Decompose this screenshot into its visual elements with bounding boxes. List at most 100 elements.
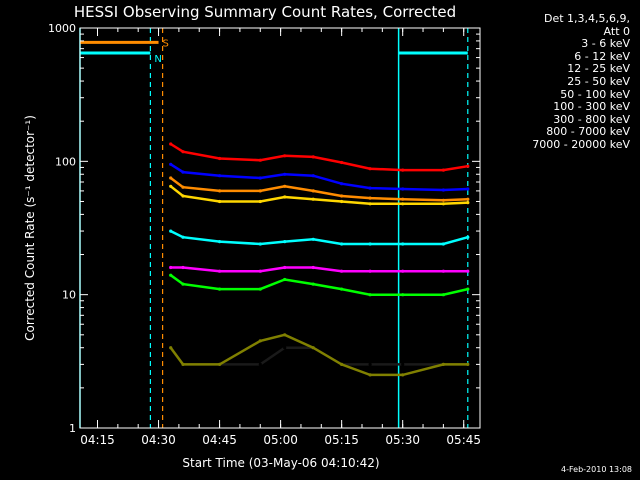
- series-point: [218, 174, 222, 178]
- series-point: [401, 362, 405, 366]
- series-point: [283, 346, 287, 350]
- series-point: [218, 240, 222, 244]
- series-point: [283, 184, 287, 188]
- series-point: [283, 265, 287, 270]
- x-tick-label: 05:45: [446, 433, 481, 447]
- legend-entry: 25 - 50 keV: [567, 74, 630, 88]
- series-point: [258, 189, 262, 193]
- series-point: [340, 182, 344, 186]
- series-point: [311, 174, 315, 178]
- y-axis-label: Corrected Count Rate (s⁻¹ detector⁻¹): [23, 115, 37, 341]
- series-point: [368, 293, 372, 297]
- series-point: [466, 235, 470, 239]
- series-line: [169, 274, 469, 296]
- series-point: [283, 195, 287, 199]
- series-point: [258, 269, 262, 273]
- series-point: [258, 362, 262, 366]
- series-point: [368, 202, 372, 206]
- series-point: [181, 150, 185, 154]
- series-point: [169, 346, 173, 350]
- series-point: [283, 240, 287, 244]
- series-point: [258, 287, 262, 291]
- series-point: [258, 199, 262, 204]
- series-point: [283, 333, 287, 337]
- series-point: [401, 242, 405, 246]
- series-point: [283, 277, 287, 282]
- series-point: [311, 189, 315, 193]
- series-point: [401, 373, 405, 377]
- legend-entry: 6 - 12 keV: [574, 49, 630, 63]
- legend-title-line: Det 1,3,4,5,6,9,: [543, 12, 630, 25]
- flag-label: N: [154, 54, 161, 65]
- y-tick-label: 100: [55, 155, 76, 168]
- plot-timestamp: 4-Feb-2010 13:08: [561, 465, 632, 474]
- series-point: [181, 265, 185, 270]
- series-point: [311, 346, 315, 350]
- x-tick-label: 05:15: [324, 433, 359, 447]
- legend-entry: 7000 - 20000 keV: [532, 137, 630, 151]
- series-point: [466, 187, 470, 191]
- x-tick-label: 04:45: [202, 433, 237, 447]
- series-point: [340, 194, 344, 198]
- series-point: [169, 273, 173, 277]
- series-line: [170, 163, 468, 192]
- series-point: [169, 265, 173, 270]
- series-point: [368, 196, 372, 200]
- chart-title: HESSI Observing Summary Count Rates, Cor…: [74, 3, 456, 21]
- series-point: [218, 199, 222, 204]
- series-point: [441, 242, 445, 246]
- series-point: [311, 282, 315, 286]
- plot-frame: [79, 27, 481, 429]
- series-point: [258, 242, 262, 246]
- series-point: [311, 197, 315, 201]
- series-line: [170, 229, 469, 246]
- legend-entry: 100 - 300 keV: [553, 100, 630, 114]
- legend-entry: 800 - 7000 keV: [546, 125, 630, 139]
- series-point: [441, 293, 445, 297]
- series-point: [181, 185, 185, 189]
- series-point: [218, 269, 222, 273]
- series-point: [441, 269, 445, 273]
- x-tick-label: 04:30: [141, 433, 176, 447]
- series-point: [466, 201, 470, 205]
- series-point: [401, 293, 405, 297]
- series-point: [181, 170, 185, 174]
- series-point: [311, 265, 315, 270]
- series-line: [170, 266, 468, 273]
- series-point: [181, 194, 185, 198]
- series-point: [340, 160, 344, 165]
- series-point: [441, 188, 445, 192]
- series-point: [340, 362, 344, 366]
- series-point: [441, 362, 445, 366]
- series-point: [218, 287, 222, 291]
- series-point: [169, 184, 173, 188]
- series-point: [283, 154, 287, 158]
- series-point: [466, 362, 470, 366]
- series-point: [368, 167, 372, 171]
- series-point: [311, 155, 315, 159]
- legend-entry: 50 - 100 keV: [560, 87, 630, 101]
- y-tick-label: 1: [69, 422, 76, 435]
- series-point: [181, 362, 185, 366]
- legend: Det 1,3,4,5,6,9, Att 0 3 - 6 keV 6 - 12 …: [486, 12, 630, 152]
- series-point: [169, 229, 173, 233]
- series-point: [258, 339, 262, 343]
- series-point: [169, 142, 173, 146]
- x-axis-label: Start Time (03-May-06 04:10:42): [182, 456, 379, 470]
- series-point: [368, 242, 372, 246]
- series-point: [181, 235, 185, 239]
- legend-entry: 300 - 800 keV: [553, 112, 630, 126]
- y-tick-label: 1000: [48, 22, 76, 35]
- series-point: [368, 373, 372, 377]
- plot-area: NS: [79, 28, 470, 428]
- series-point: [368, 362, 372, 366]
- series-point: [340, 199, 344, 204]
- series-point: [401, 269, 405, 273]
- series-point: [401, 197, 405, 201]
- series-point: [169, 162, 173, 166]
- x-tick-label: 04:15: [80, 433, 115, 447]
- series-point: [169, 176, 173, 180]
- series-point: [340, 287, 344, 291]
- legend-entry: 3 - 6 keV: [581, 37, 630, 51]
